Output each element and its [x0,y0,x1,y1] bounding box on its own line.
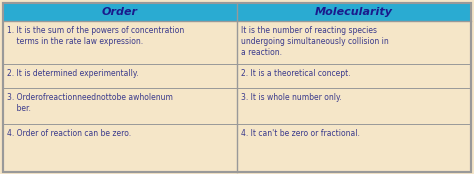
Text: It is the number of reacting species
undergoing simultaneously collision in
a re: It is the number of reacting species und… [241,26,389,57]
Text: 4. Order of reaction can be zero.: 4. Order of reaction can be zero. [7,129,131,138]
Text: Molecularity: Molecularity [315,7,393,17]
Bar [3,3,237,21]
Bar [237,3,471,21]
Text: 2. It is determined experimentally.: 2. It is determined experimentally. [7,69,138,78]
Text: 2. It is a theoretical concept.: 2. It is a theoretical concept. [241,69,351,78]
Text: 3. Orderofreactionneednottobe awholenum
    ber.: 3. Orderofreactionneednottobe awholenum … [7,93,173,113]
Text: Order: Order [102,7,138,17]
Text: 4. It can't be zero or fractional.: 4. It can't be zero or fractional. [241,129,360,138]
Text: 1. It is the sum of the powers of concentration
    terms in the rate law expres: 1. It is the sum of the powers of concen… [7,26,184,46]
Text: 3. It is whole number only.: 3. It is whole number only. [241,93,342,102]
